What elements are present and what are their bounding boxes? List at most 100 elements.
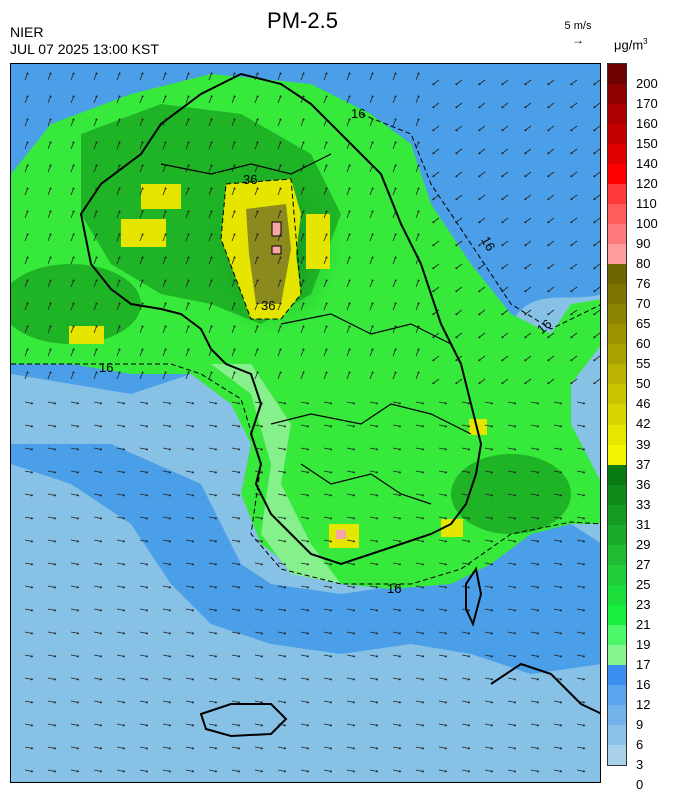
wind-vector-head bbox=[122, 655, 125, 658]
colorbar-tick-label: 37 bbox=[636, 456, 651, 472]
wind-vector-head bbox=[164, 233, 167, 236]
wind-vector-head bbox=[398, 655, 401, 658]
wind-vector-head bbox=[417, 256, 420, 259]
wind-vector-head bbox=[547, 313, 550, 316]
wind-vector bbox=[525, 102, 532, 108]
wind-vector bbox=[185, 372, 189, 380]
wind-vector bbox=[24, 493, 32, 496]
wind-vector bbox=[116, 447, 124, 450]
wind-vector bbox=[254, 165, 258, 173]
wind-vector-head bbox=[417, 164, 420, 167]
wind-vector bbox=[438, 608, 446, 611]
wind-vector bbox=[599, 448, 600, 449]
wind-vector bbox=[433, 148, 440, 154]
wind-vector bbox=[502, 263, 509, 269]
wind-vector-head bbox=[122, 425, 125, 428]
wind-vector bbox=[24, 234, 28, 242]
contour-label: 36 bbox=[261, 298, 276, 313]
wind-vector-head bbox=[582, 747, 585, 750]
wind-vector bbox=[461, 677, 469, 680]
wind-vector-head bbox=[118, 141, 121, 144]
wind-vector-head bbox=[237, 724, 240, 727]
wind-vector bbox=[24, 769, 32, 772]
wind-vector-head bbox=[122, 586, 125, 589]
wind-vector-head bbox=[76, 655, 79, 658]
wind-vector-head bbox=[432, 382, 435, 385]
wind-vector-head bbox=[325, 371, 328, 374]
wind-vector-head bbox=[501, 336, 504, 339]
wind-vector-head bbox=[444, 402, 447, 405]
wind-vector-head bbox=[593, 336, 596, 339]
colorbar-tick-label: 16 bbox=[636, 676, 651, 692]
wind-vector-head bbox=[570, 244, 573, 247]
wind-vector bbox=[93, 746, 101, 749]
wind-vector-head bbox=[547, 336, 550, 339]
coastlines bbox=[79, 72, 600, 738]
wind-vector-head bbox=[26, 279, 29, 282]
wind-vector-head bbox=[375, 747, 378, 750]
wind-vector-head bbox=[455, 313, 458, 316]
wind-vector bbox=[525, 240, 532, 246]
wind-vector-head bbox=[325, 233, 328, 236]
wind-vector-head bbox=[421, 448, 424, 451]
wind-vector bbox=[70, 493, 78, 496]
wind-vector-head bbox=[187, 325, 190, 328]
wind-vector bbox=[571, 217, 578, 223]
wind-vector-head bbox=[444, 747, 447, 750]
wind-vector-head bbox=[302, 325, 305, 328]
wind-vector-head bbox=[593, 267, 596, 270]
wind-vector-head bbox=[53, 540, 56, 543]
wind-vector bbox=[116, 372, 120, 380]
wind-vector bbox=[93, 211, 97, 219]
wind-vector-head bbox=[417, 279, 420, 282]
wind-vector bbox=[502, 378, 509, 384]
wind-vector-head bbox=[467, 494, 470, 497]
wind-vector bbox=[323, 700, 331, 703]
wind-vector-head bbox=[455, 198, 458, 201]
wind-vector-head bbox=[283, 632, 286, 635]
wind-vector-head bbox=[233, 325, 236, 328]
wind-vector-head bbox=[191, 402, 194, 405]
wind-vector-head bbox=[76, 425, 79, 428]
wind-vector-head bbox=[256, 348, 259, 351]
wind-vector bbox=[479, 217, 486, 223]
wind-vector bbox=[300, 562, 308, 565]
wind-vector-head bbox=[306, 632, 309, 635]
wind-vector-head bbox=[570, 313, 573, 316]
wind-vector bbox=[415, 654, 423, 657]
wind-vector bbox=[415, 349, 419, 357]
wind-vector-head bbox=[352, 724, 355, 727]
wind-vector bbox=[47, 447, 55, 450]
wind-vector-head bbox=[145, 425, 148, 428]
colorbar-segment bbox=[608, 384, 626, 405]
wind-vector-head bbox=[513, 586, 516, 589]
wind-vector-head bbox=[432, 290, 435, 293]
wind-vector-head bbox=[141, 187, 144, 190]
wind-vector-head bbox=[118, 256, 121, 259]
wind-vector-head bbox=[467, 609, 470, 612]
wind-vector bbox=[116, 165, 120, 173]
wind-vector-head bbox=[122, 724, 125, 727]
wind-vector-head bbox=[118, 371, 121, 374]
wind-vector-head bbox=[582, 402, 585, 405]
wind-vector-head bbox=[30, 632, 33, 635]
wind-vector-head bbox=[145, 655, 148, 658]
wind-vector bbox=[231, 372, 235, 380]
wind-vector-head bbox=[76, 402, 79, 405]
wind-vector bbox=[47, 142, 51, 150]
wind-vector bbox=[548, 148, 555, 154]
colorbar-segment bbox=[608, 104, 626, 125]
wind-vector bbox=[116, 470, 124, 473]
wind-vector-head bbox=[260, 609, 263, 612]
wind-vector bbox=[484, 631, 492, 634]
contour-label: 16 bbox=[387, 581, 402, 596]
wind-vector bbox=[392, 234, 396, 242]
wind-vector bbox=[323, 280, 327, 288]
wind-vector-head bbox=[501, 244, 504, 247]
wind-vector bbox=[553, 769, 561, 772]
wind-vector bbox=[479, 263, 486, 269]
colorbar bbox=[607, 63, 627, 766]
wind-vector-head bbox=[99, 540, 102, 543]
wind-vector bbox=[24, 562, 32, 565]
wind-vector-head bbox=[260, 471, 263, 474]
